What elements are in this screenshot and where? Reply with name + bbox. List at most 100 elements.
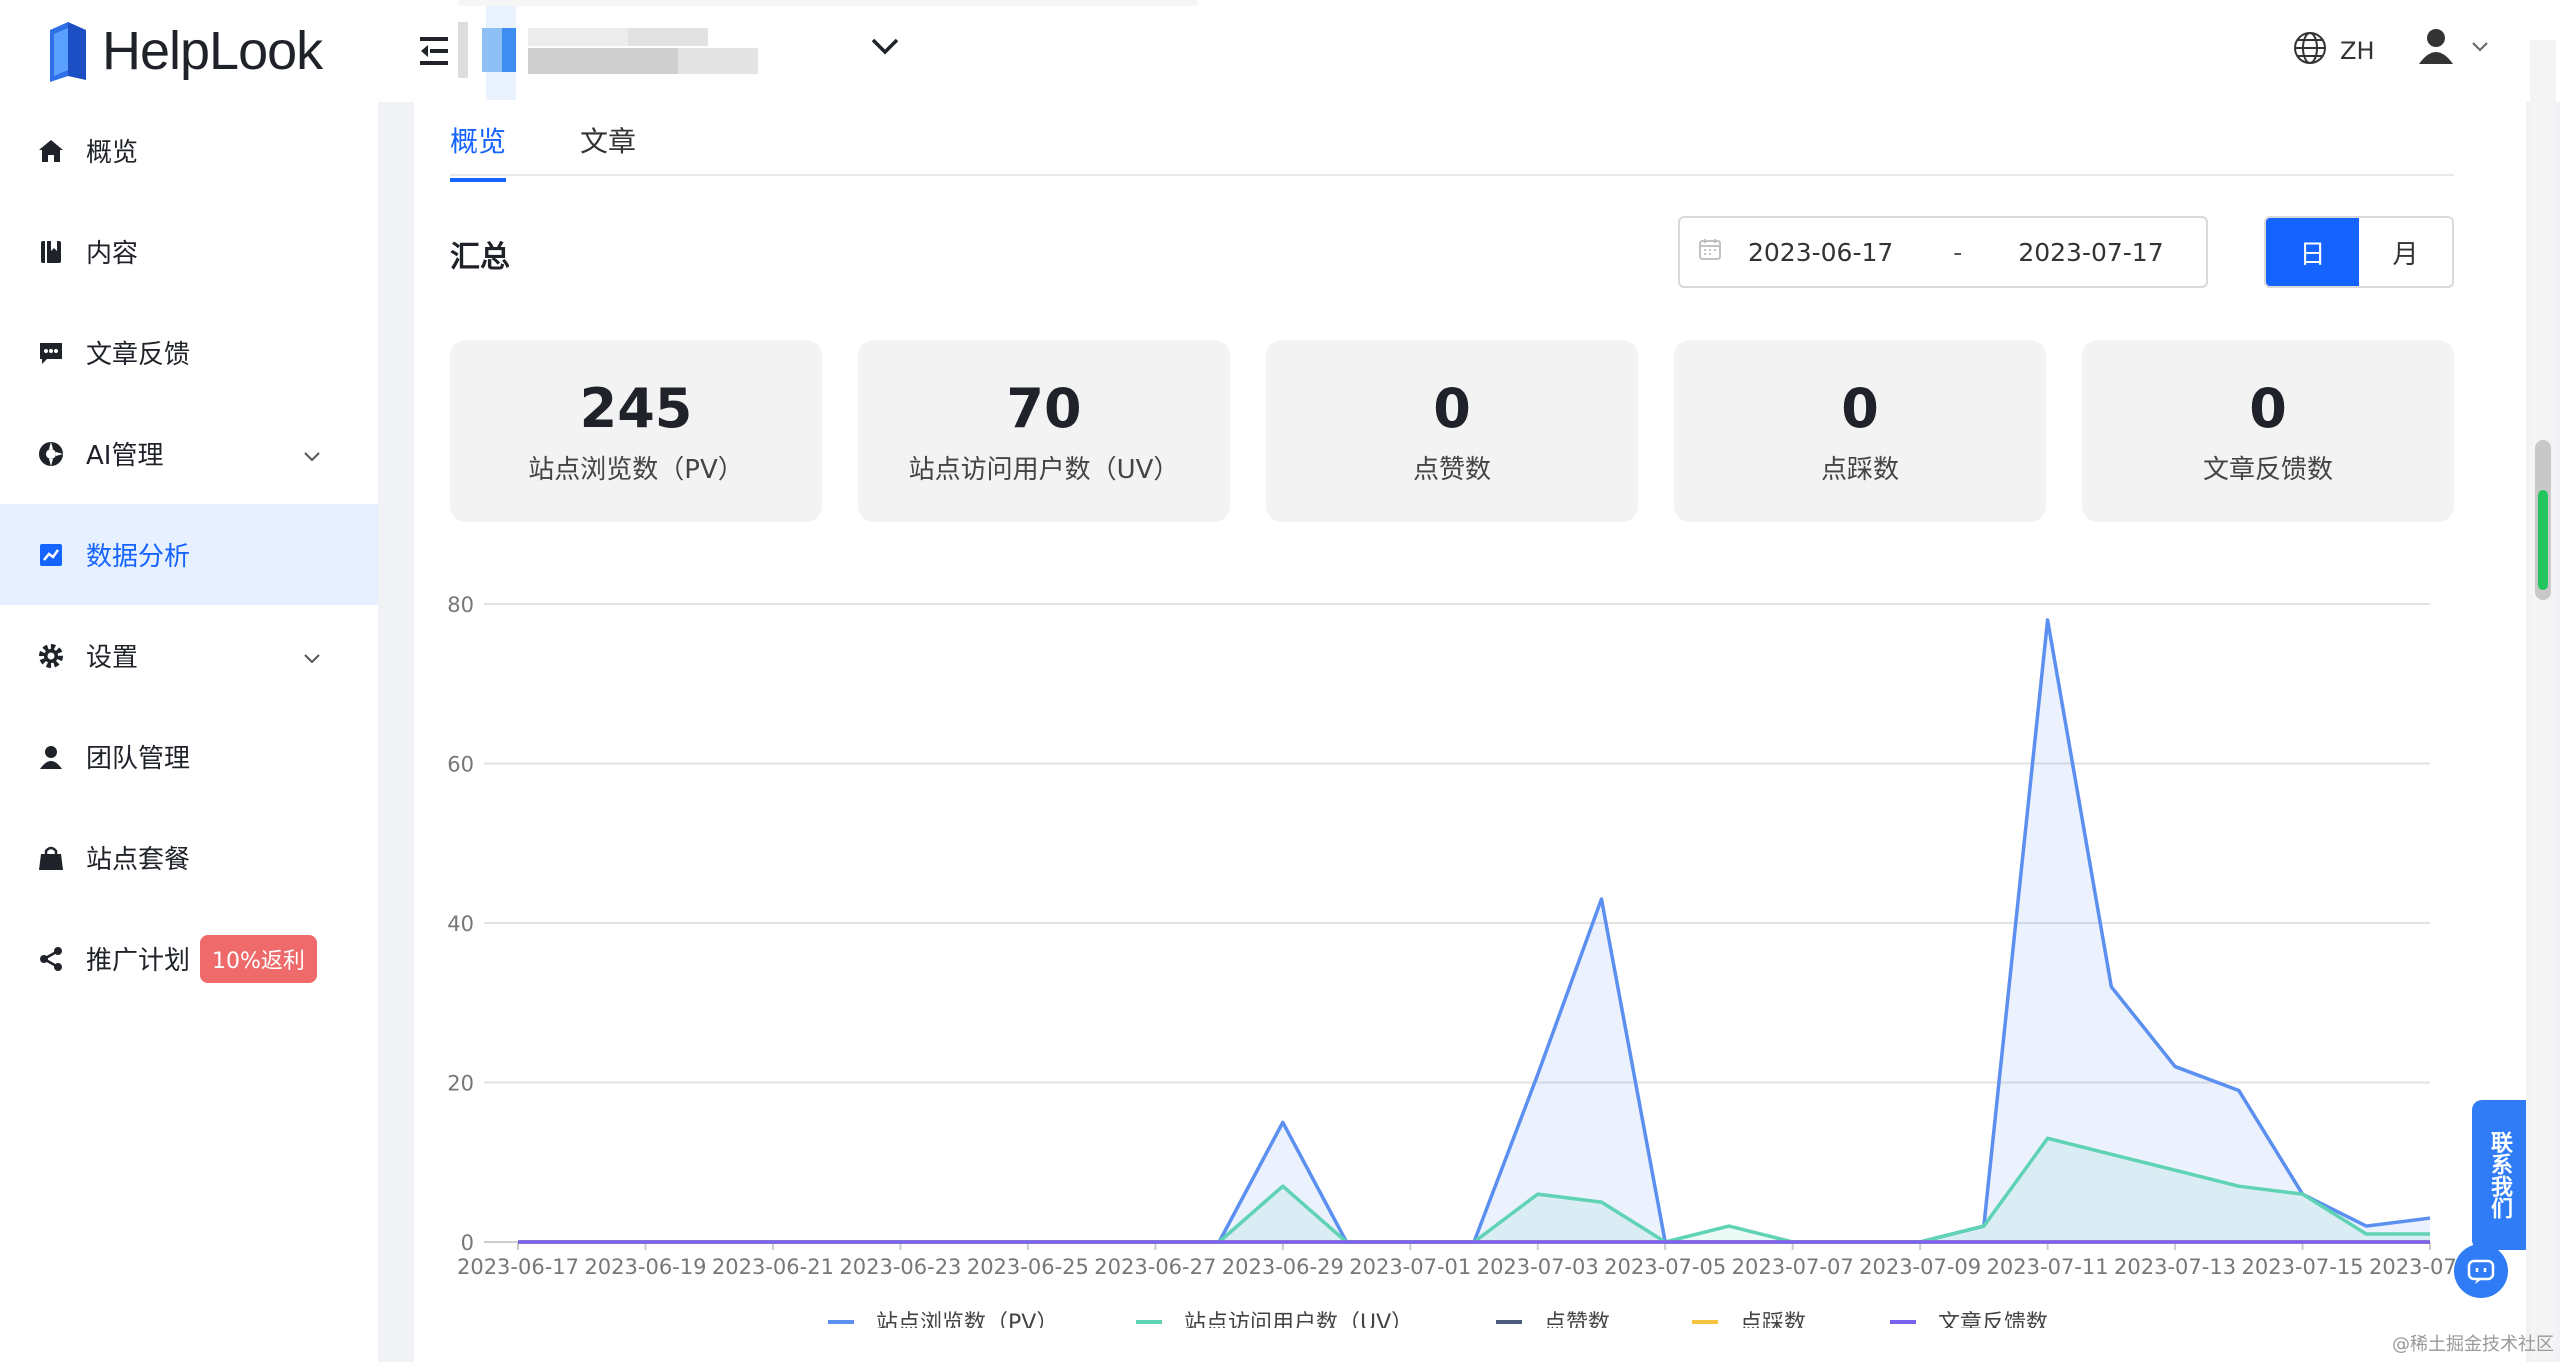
y-tick-label: 0 — [461, 1231, 474, 1255]
y-tick-label: 20 — [447, 1072, 474, 1096]
stat-value: 0 — [1433, 376, 1471, 440]
granularity-month-button[interactable]: 月 — [2392, 239, 2419, 270]
language-switcher[interactable]: ZH — [2292, 30, 2375, 72]
stat-card-dislikes: 0 点踩数 — [1674, 340, 2046, 522]
x-tick-label: 2023-06-17 — [457, 1255, 579, 1279]
stat-label: 站点浏览数（PV） — [528, 454, 744, 485]
sidebar-item-settings[interactable]: 设置 — [0, 605, 378, 706]
x-tick-label: 2023-06-29 — [1222, 1255, 1344, 1279]
sidebar-menu: 概览 内容 文章反馈 AI管理 数据分析 — [0, 100, 378, 1009]
globe-icon — [2292, 30, 2328, 72]
legend-label: 点踩数 — [1740, 1311, 1806, 1328]
sidebar-item-overview[interactable]: 概览 — [0, 100, 378, 201]
chevron-down-icon[interactable] — [302, 441, 322, 471]
section-title: 汇总 — [450, 240, 510, 275]
stat-value: 0 — [1841, 376, 1879, 440]
logo[interactable]: HelpLook — [46, 16, 323, 86]
stat-value: 70 — [1006, 376, 1082, 440]
granularity-day-button[interactable]: 日 — [2266, 218, 2359, 286]
sidebar-item-feedback[interactable]: 文章反馈 — [0, 302, 378, 403]
stat-card-pv: 245 站点浏览数（PV） — [450, 340, 822, 522]
main-content: 概览 文章 汇总 2023-06-17 - 2023-07-17 日 月 245… — [414, 102, 2526, 1362]
top-header: ZH — [378, 0, 2560, 102]
x-tick-label: 2023-07-11 — [1987, 1255, 2109, 1279]
end-date[interactable]: 2023-07-17 — [2018, 237, 2164, 267]
stat-label: 点赞数 — [1412, 454, 1491, 485]
date-range-picker[interactable]: 2023-06-17 - 2023-07-17 — [1678, 216, 2208, 288]
legend-label: 点赞数 — [1544, 1311, 1610, 1328]
sidebar: HelpLook 概览 内容 文章反馈 AI管理 — [0, 0, 378, 1362]
tab-articles[interactable]: 文章 — [580, 125, 637, 158]
scroll-indicator — [2538, 490, 2548, 590]
site-selector-blurred[interactable] — [458, 0, 1198, 100]
tab-bar: 概览 文章 — [450, 102, 2454, 182]
home-icon — [36, 136, 66, 166]
stat-label: 站点访问用户数（UV） — [908, 454, 1180, 485]
sidebar-item-label: 数据分析 — [86, 542, 191, 572]
chevron-down-icon[interactable] — [302, 643, 322, 673]
stats-cards: 245 站点浏览数（PV） 70 站点访问用户数（UV） 0 点赞数 0 点踩数… — [450, 340, 2454, 522]
sidebar-item-label: 概览 — [86, 138, 139, 168]
tab-overview[interactable]: 概览 — [450, 120, 507, 182]
x-tick-label: 2023-07-09 — [1859, 1255, 1981, 1279]
bag-icon — [36, 843, 66, 873]
start-date[interactable]: 2023-06-17 — [1748, 237, 1894, 267]
x-tick-label: 2023-07-15 — [2242, 1255, 2364, 1279]
x-tick-label: 2023-06-21 — [712, 1255, 834, 1279]
avatar-icon — [2416, 26, 2456, 70]
x-tick-label: 2023-07-01 — [1349, 1255, 1471, 1279]
contact-us-button[interactable]: 联系我们 — [2472, 1100, 2526, 1250]
user-icon — [36, 742, 66, 772]
promo-badge: 10%返利 — [200, 934, 317, 983]
chevron-down-icon — [2470, 39, 2490, 58]
watermark: @稀土掘金技术社区 — [2392, 1334, 2554, 1355]
stat-value: 245 — [579, 376, 693, 440]
legend-label: 文章反馈数 — [1938, 1311, 2048, 1328]
stat-card-uv: 70 站点访问用户数（UV） — [858, 340, 1230, 522]
x-tick-label: 2023-06-23 — [839, 1255, 961, 1279]
date-separator: - — [1953, 237, 1963, 267]
helplook-logo-icon — [46, 20, 90, 82]
chat-icon[interactable] — [2454, 1244, 2508, 1298]
stat-label: 文章反馈数 — [2202, 454, 2333, 485]
series-area-1 — [518, 1138, 2430, 1242]
x-tick-label: 2023-06-19 — [584, 1255, 706, 1279]
granularity-toggle: 日 月 — [2264, 216, 2454, 288]
stat-value: 0 — [2249, 376, 2287, 440]
sidebar-item-label: AI管理 — [86, 441, 164, 471]
y-tick-label: 80 — [447, 593, 474, 617]
calendar-icon — [1698, 237, 1722, 267]
y-tick-label: 60 — [447, 753, 474, 777]
chart-icon — [36, 540, 66, 570]
sidebar-item-analytics[interactable]: 数据分析 — [0, 504, 378, 605]
app-name: HelpLook — [102, 21, 323, 81]
x-tick-label: 2023-07-05 — [1604, 1255, 1726, 1279]
legend-label: 站点浏览数（PV） — [876, 1311, 1058, 1328]
sidebar-item-plan[interactable]: 站点套餐 — [0, 807, 378, 908]
gear-icon — [36, 641, 66, 671]
sidebar-item-label: 内容 — [86, 239, 139, 269]
x-tick-label: 2023-06-27 — [1094, 1255, 1216, 1279]
ai-icon — [36, 439, 66, 469]
menu-toggle-icon[interactable] — [418, 34, 454, 72]
share-icon — [36, 944, 66, 974]
scrollbar[interactable] — [2530, 40, 2556, 1362]
sidebar-item-label: 设置 — [86, 643, 139, 673]
series-area-0 — [518, 619, 2430, 1242]
sidebar-item-team[interactable]: 团队管理 — [0, 706, 378, 807]
sidebar-item-ai[interactable]: AI管理 — [0, 403, 378, 504]
x-tick-label: 2023-07-03 — [1477, 1255, 1599, 1279]
sidebar-item-label: 团队管理 — [86, 744, 191, 774]
sidebar-item-label: 推广计划 — [86, 946, 191, 976]
user-menu[interactable] — [2416, 26, 2490, 70]
sidebar-item-promotion[interactable]: 推广计划 10%返利 — [0, 908, 378, 1009]
y-tick-label: 40 — [447, 912, 474, 936]
sidebar-item-label: 站点套餐 — [86, 845, 191, 875]
comment-icon — [36, 338, 66, 368]
legend-label: 站点访问用户数（UV） — [1184, 1311, 1413, 1328]
sidebar-item-content[interactable]: 内容 — [0, 201, 378, 302]
x-tick-label: 2023-07-13 — [2114, 1255, 2236, 1279]
chevron-down-icon[interactable] — [870, 36, 900, 60]
x-tick-label: 2023-06-25 — [967, 1255, 1089, 1279]
